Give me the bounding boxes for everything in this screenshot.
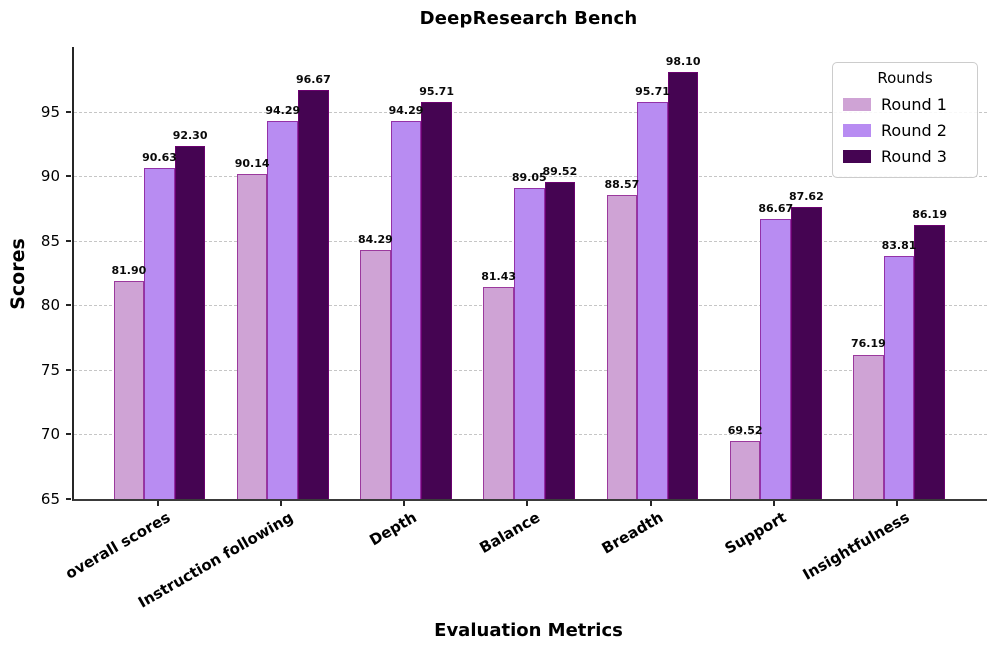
bar-round-1 [360, 249, 391, 499]
value-label: 94.29 [265, 103, 301, 117]
value-label: 94.29 [388, 103, 424, 117]
bar-round-1 [729, 440, 761, 499]
x-tick-label: Balance [476, 508, 543, 558]
gridline [74, 111, 987, 113]
value-label: 89.52 [542, 165, 578, 179]
value-label: 90.63 [142, 151, 177, 164]
value-label: 86.19 [912, 208, 947, 222]
bar-round-2 [513, 188, 545, 499]
y-tick-mark [66, 304, 71, 307]
y-axis-label: Scores [7, 238, 29, 310]
value-label: 89.05 [511, 171, 547, 185]
bar-round-1 [483, 286, 514, 499]
bar-round-1 [236, 174, 268, 499]
x-tick-label: Insightfulness [799, 508, 913, 584]
y-tick-label: 85 [40, 231, 60, 250]
legend-entry-label: Round 1 [881, 94, 947, 114]
y-tick-label: 65 [40, 490, 60, 508]
legend-entry: Round 3 [843, 143, 967, 169]
gridline [74, 176, 987, 178]
legend-swatch [843, 149, 871, 163]
bar-round-2 [144, 168, 175, 499]
x-axis-label: Evaluation Metrics [434, 620, 623, 641]
value-label: 88.57 [604, 177, 640, 191]
x-tick-mark [772, 501, 775, 506]
bar-round-2 [267, 120, 299, 499]
legend-entry-label: Round 3 [881, 146, 947, 166]
value-label: 96.67 [295, 73, 331, 86]
y-tick-mark [66, 110, 71, 113]
value-label: 95.71 [635, 85, 670, 99]
bar-round-3 [791, 206, 822, 499]
x-tick-mark [403, 501, 405, 506]
x-tick-label: Breadth [598, 508, 666, 558]
x-tick-mark [896, 501, 898, 506]
value-label: 69.52 [727, 423, 763, 437]
y-tick-label: 70 [40, 425, 60, 444]
value-label: 86.67 [758, 202, 794, 216]
y-tick-mark [66, 239, 71, 242]
value-label: 76.19 [850, 337, 886, 351]
value-label: 90.14 [234, 157, 270, 171]
y-tick-label: 80 [40, 296, 60, 315]
bar-round-3 [298, 90, 329, 499]
y-tick-mark [66, 175, 71, 178]
bar-round-3 [667, 71, 699, 499]
value-label: 98.10 [665, 54, 701, 68]
x-tick-mark [526, 501, 529, 506]
x-tick-label: Support [721, 508, 790, 558]
bar-round-2 [760, 219, 792, 499]
legend-swatch [843, 97, 871, 111]
y-tick-mark [66, 433, 71, 436]
legend-entry-label: Round 2 [881, 120, 947, 140]
y-tick-label: 95 [40, 102, 60, 121]
legend-entry: Round 2 [843, 117, 967, 143]
bar-round-1 [606, 194, 638, 499]
plot-area: 81.90 90.63 92.30 90.14 94.29 96.67 84.29 94.29… [72, 47, 987, 501]
legend: Rounds Round 1 Round 2 Round 3 [832, 62, 978, 178]
value-label: 83.81 [881, 239, 917, 253]
bar-round-3 [544, 182, 576, 499]
bar-round-2 [390, 120, 422, 499]
y-tick-mark [66, 498, 71, 500]
value-label: 92.30 [172, 129, 208, 143]
x-tick-label: overall scores [61, 508, 173, 583]
legend-swatch [843, 123, 871, 137]
bar-round-3 [421, 102, 452, 499]
bar-round-2 [637, 102, 668, 499]
x-tick-label: Depth [366, 508, 420, 550]
value-label: 87.62 [788, 189, 824, 203]
value-label: 81.90 [111, 263, 147, 277]
x-tick-mark [156, 501, 159, 506]
legend-title: Rounds [877, 69, 933, 87]
bar-round-1 [113, 280, 145, 499]
chart-title: DeepResearch Bench [419, 8, 638, 29]
x-tick-mark [279, 501, 282, 506]
y-tick-label: 75 [40, 360, 60, 379]
bar-round-2 [883, 256, 915, 499]
value-label: 95.71 [419, 85, 454, 99]
bar-round-3 [174, 146, 206, 499]
value-label: 81.43 [481, 269, 517, 283]
y-tick-mark [66, 368, 71, 371]
bar-round-1 [853, 354, 884, 499]
x-tick-mark [649, 501, 652, 506]
value-label: 84.29 [357, 232, 393, 246]
y-tick-label: 90 [40, 167, 60, 186]
legend-entries: Round 1 Round 2 Round 3 [843, 91, 967, 169]
bar-round-3 [914, 225, 945, 499]
legend-entry: Round 1 [843, 91, 967, 117]
